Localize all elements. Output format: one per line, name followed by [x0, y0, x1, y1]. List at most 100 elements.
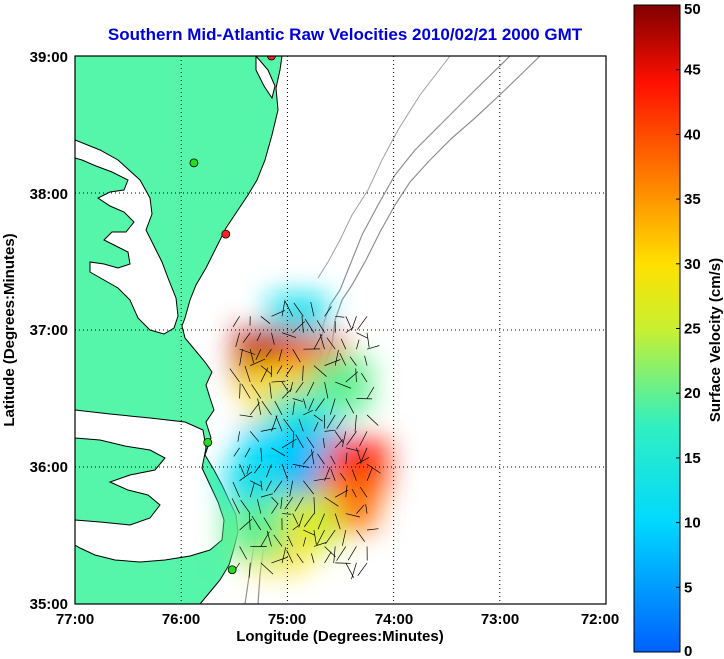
- map-title: Southern Mid-Atlantic Raw Velocities 201…: [108, 25, 583, 44]
- velocity-arrow: [313, 414, 323, 422]
- colorbar-tick-label: 5: [684, 579, 692, 596]
- velocity-arrow: [298, 513, 304, 528]
- station-marker: [189, 158, 199, 168]
- velocity-arrow: [346, 431, 357, 446]
- x-axis-label: Longitude (Degrees:Minutes): [236, 628, 444, 645]
- velocity-arrow: [357, 562, 368, 576]
- velocity-arrow: [292, 349, 301, 363]
- velocity-arrow: [271, 332, 275, 345]
- velocity-arrow: [336, 414, 347, 430]
- velocity-arrow: [256, 332, 262, 342]
- velocity-arrow: [313, 421, 319, 432]
- velocity-arrow: [239, 414, 253, 418]
- velocity-arrow: [295, 381, 304, 393]
- velocity-arrow: [355, 368, 357, 383]
- velocity-arrow: [292, 431, 295, 448]
- velocity-cell: [225, 500, 286, 557]
- velocity-arrow: [360, 447, 368, 464]
- velocity-arrow: [330, 455, 336, 465]
- velocity-arrow: [271, 310, 285, 317]
- colorbar-gradient: [633, 4, 681, 653]
- velocity-arrow: [345, 316, 352, 328]
- velocity-arrow: [345, 485, 348, 498]
- velocity-arrow: [345, 452, 348, 465]
- velocity-arrow: [315, 398, 325, 412]
- y-tick-label: 37:00: [30, 322, 68, 339]
- velocity-arrow: [324, 381, 329, 399]
- x-tick-label: 77:00: [56, 611, 94, 628]
- velocity-arrow: [276, 365, 283, 375]
- velocity-arrow: [304, 318, 315, 333]
- velocity-arrow: [249, 349, 254, 364]
- velocity-arrow: [298, 418, 304, 432]
- velocity-arrow: [302, 537, 306, 547]
- velocity-arrow: [304, 513, 315, 528]
- velocity-arrow: [306, 381, 315, 397]
- colorbar-tick-label: 50: [684, 1, 701, 18]
- velocity-arrow: [345, 513, 360, 518]
- velocity-arrow: [233, 447, 240, 457]
- velocity-vectors: [229, 300, 381, 580]
- plot-frame: [74, 55, 607, 605]
- velocity-arrow: [271, 415, 278, 432]
- velocity-arrow: [273, 480, 283, 493]
- velocity-arrow: [303, 480, 314, 495]
- velocity-arrow: [308, 398, 315, 411]
- velocity-arrow: [281, 388, 292, 399]
- colorbar-tick-label: 30: [684, 256, 701, 273]
- velocity-arrow: [251, 384, 262, 399]
- velocity-arrow: [342, 529, 347, 546]
- velocity-arrow: [282, 513, 292, 515]
- plot-area: [75, 56, 606, 604]
- velocity-arrow: [292, 401, 295, 415]
- velocity-arrow: [292, 463, 310, 468]
- velocity-arrow: [278, 349, 283, 362]
- velocity-arrow: [366, 345, 380, 350]
- velocity-arrow: [239, 383, 241, 399]
- velocity-arrow: [274, 400, 283, 416]
- velocity-arrow: [289, 381, 294, 392]
- colorbar-tick-label: 25: [684, 321, 701, 338]
- velocity-arrow: [366, 467, 373, 481]
- velocity-arrow: [241, 383, 251, 399]
- velocity-arrow: [257, 398, 262, 416]
- velocity-arrow: [356, 457, 370, 465]
- velocity-arrow: [335, 381, 352, 389]
- velocity-arrow: [303, 409, 313, 416]
- velocity-arrow: [260, 427, 277, 432]
- velocity-arrow: [302, 398, 307, 409]
- velocity-arrow: [340, 338, 347, 350]
- velocity-arrow: [235, 332, 240, 348]
- velocity-arrow: [324, 551, 332, 564]
- radar-stations: [189, 56, 276, 575]
- velocity-arrow: [265, 464, 272, 478]
- velocity-arrow: [250, 480, 262, 487]
- velocity-arrow: [280, 497, 283, 509]
- velocity-arrow: [324, 359, 341, 366]
- velocity-arrow: [271, 380, 286, 383]
- velocity-arrow: [260, 316, 271, 324]
- velocity-arrow: [356, 447, 362, 464]
- velocity-arrow: [260, 480, 263, 491]
- velocity-arrow: [284, 496, 294, 510]
- velocity-arrow: [351, 562, 357, 580]
- x-axis: 77:00 76:00 75:00 74:00 73:00 72:00 Long…: [56, 611, 619, 645]
- velocity-arrow: [324, 466, 331, 481]
- bathymetry-contour-shelf: [317, 56, 451, 279]
- velocity-arrow: [317, 453, 325, 465]
- velocity-arrow: [311, 553, 315, 563]
- velocity-arrow: [324, 306, 332, 317]
- velocity-arrow: [248, 513, 251, 531]
- velocity-arrow: [249, 402, 260, 416]
- velocity-arrow: [334, 349, 339, 366]
- velocity-arrow: [260, 562, 274, 575]
- y-tick-label: 39:00: [30, 49, 68, 66]
- velocity-arrow: [255, 349, 262, 360]
- velocity-arrow: [354, 414, 357, 432]
- velocity-arrow: [275, 415, 283, 432]
- velocity-arrow: [313, 365, 327, 377]
- y-axis: 39:00 38:00 37:00 36:00 35:00 Latitude (…: [1, 49, 68, 613]
- velocity-arrow: [311, 449, 315, 465]
